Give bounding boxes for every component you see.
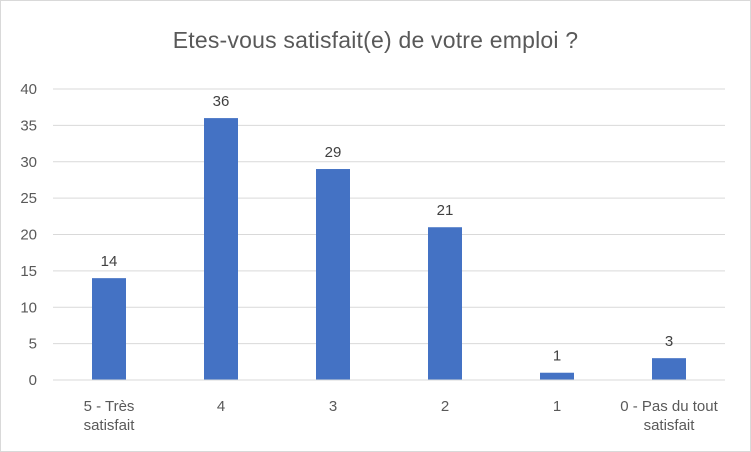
y-tick-label: 20	[20, 227, 37, 244]
bar	[540, 372, 574, 380]
y-tick-label: 15	[20, 263, 37, 280]
x-tick-label: 1	[553, 398, 561, 415]
data-label: 29	[325, 144, 342, 161]
y-axis-tick-labels: 0 5 10 15 20 25 30 35 40	[20, 81, 37, 389]
x-tick-label: 4	[217, 398, 225, 415]
x-axis-tick-labels: 5 - Très satisfait 4 3 2 1 0 - Pas du tout sati…	[84, 398, 719, 434]
y-tick-label: 5	[29, 336, 37, 353]
data-label: 3	[665, 333, 673, 350]
gridlines	[53, 88, 725, 345]
x-tick-label: 3	[329, 398, 337, 415]
data-label: 1	[553, 348, 561, 365]
data-label: 21	[437, 202, 454, 219]
bar	[316, 169, 350, 380]
x-tick-label: 5 - Très satisfait	[84, 398, 136, 434]
y-tick-label: 30	[20, 154, 37, 171]
data-label: 14	[101, 253, 118, 270]
data-label: 36	[213, 93, 230, 110]
y-tick-label: 40	[20, 81, 37, 98]
bar	[652, 358, 686, 380]
bar	[92, 278, 126, 380]
x-tick-label: 2	[441, 398, 449, 415]
bar	[428, 227, 462, 380]
chart-title: Etes-vous satisfait(e) de votre emploi ?	[172, 27, 579, 53]
y-tick-label: 25	[20, 190, 37, 207]
bar	[204, 118, 238, 380]
y-tick-label: 10	[20, 299, 37, 316]
y-tick-label: 35	[20, 117, 37, 134]
bars	[92, 118, 686, 380]
y-tick-label: 0	[29, 372, 37, 389]
x-tick-label: 0 - Pas du tout satisfait	[620, 398, 718, 434]
